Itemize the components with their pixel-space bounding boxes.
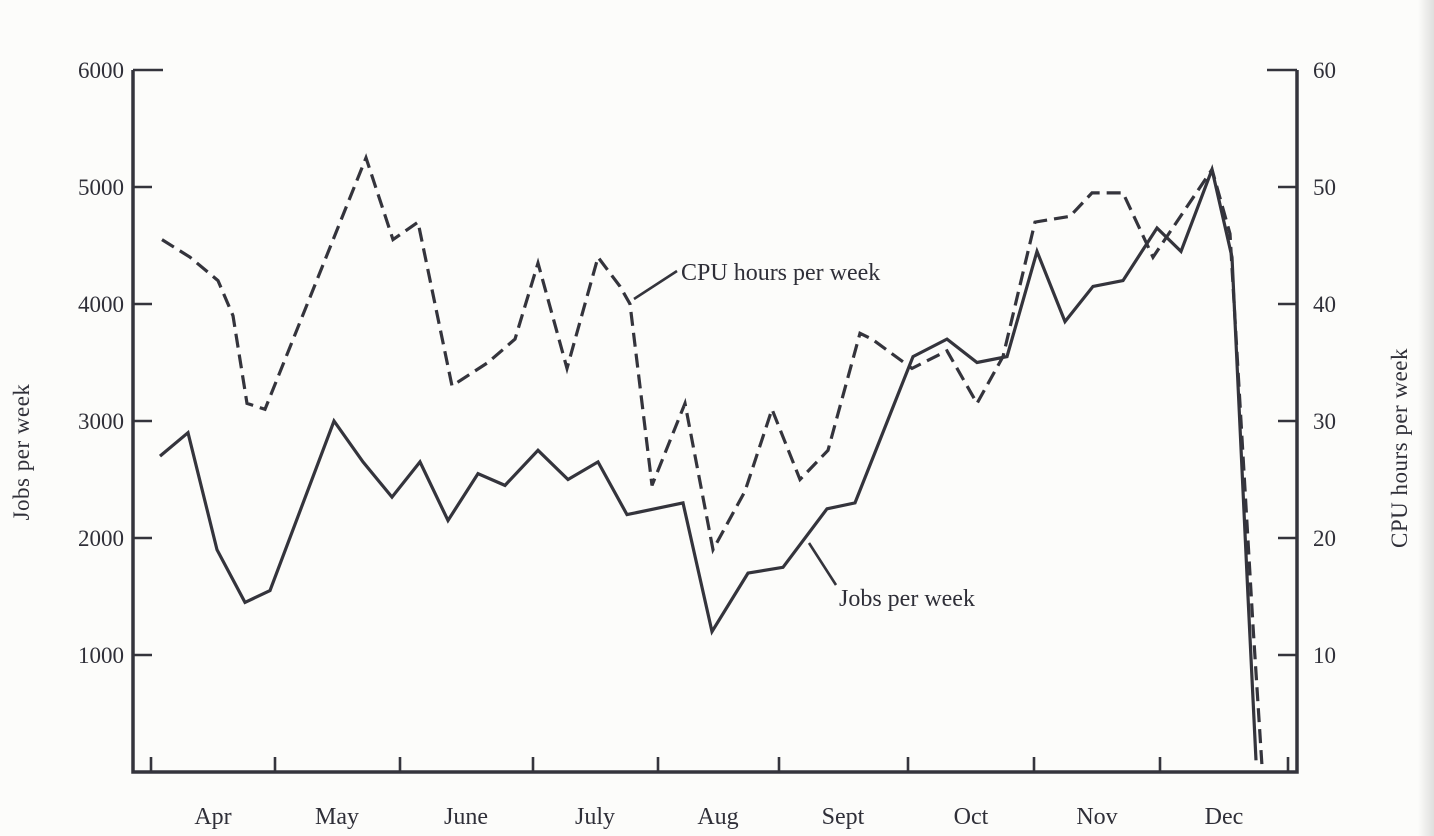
left-axis-title: Jobs per week [9,384,34,521]
month-label: June [444,804,488,830]
cpu-line [161,153,1264,767]
right-axis-title: CPU hours per week [1387,348,1412,548]
annotation-cpu-label: CPU hours per week [681,260,880,286]
axes-frame [131,70,1299,774]
axes-group: 1000 2000 3000 4000 5000 6000 10 20 30 40 50 60 Apr M… [78,58,1336,830]
right-axis-tick-label: 10 [1313,643,1336,668]
annotation-jobs-label: Jobs per week [839,586,975,612]
left-axis-tick-label: 6000 [78,58,124,83]
right-axis-tick-label: 20 [1313,526,1336,551]
month-label: Dec [1205,804,1244,830]
right-axis-tick-label: 30 [1313,409,1336,434]
month-label: Sept [822,804,865,830]
month-label: July [575,804,615,830]
jobs-line [158,163,1258,761]
left-axis-tick-label: 5000 [78,175,124,200]
right-axis-tick-label: 50 [1313,175,1336,200]
month-label: Aug [697,804,738,830]
left-axis-tick-label: 2000 [78,526,124,551]
month-label: Oct [954,804,989,830]
right-axis-tick-label: 40 [1313,292,1336,317]
month-label: May [315,804,359,830]
annotation-cpu-leader [633,269,678,301]
left-axis-tick-label: 3000 [78,409,124,434]
month-label: Nov [1076,804,1117,830]
series-group [158,153,1264,767]
left-axis-tick-label: 4000 [78,292,124,317]
right-axis-tick-label: 60 [1313,58,1336,83]
month-label: Apr [194,804,231,830]
annotation-leaders-group [633,269,838,586]
annotation-jobs-leader [807,542,838,586]
left-axis-tick-label: 1000 [78,643,124,668]
